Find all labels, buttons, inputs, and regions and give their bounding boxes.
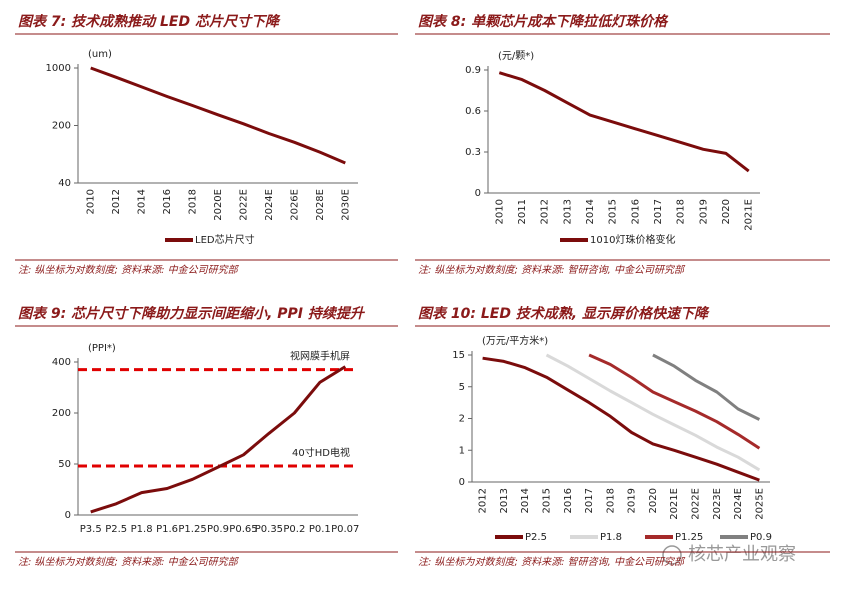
x-tick-label: 2016 [630,199,641,224]
x-tick-label: 2010 [86,189,97,214]
y-tick-label: 0 [459,477,465,488]
reference-label: 视网膜手机屏 [290,350,350,363]
x-tick-label: P0.9 [207,524,229,535]
x-tick-label: 2012 [540,199,551,224]
x-tick-label: 2023E [712,488,723,520]
chart-title: 图表 9: 芯片尺寸下降助力显示间距缩小, PPI 持续提升 [18,305,366,322]
x-tick-label: 2020E [213,189,224,221]
legend-label: P2.5 [525,532,547,543]
x-tick-label: 2012 [111,189,122,214]
series-line [588,353,761,450]
y-tick-label: 0.6 [465,106,481,117]
x-tick-label: 2013 [499,488,510,513]
x-tick-label: 2015 [542,488,553,513]
x-tick-label: 2017 [584,488,595,513]
x-tick-label: 2016 [162,189,173,214]
source-note: 注: 纵坐标为对数刻度; 资料来源: 中金公司研究部 [18,556,240,568]
x-tick-label: 2019 [627,488,638,513]
y-tick-label: 5 [459,382,465,393]
x-tick-label: 2018 [676,199,687,224]
chart-title: 图表 8: 单颗芯片成本下降拉低灯珠价格 [418,13,669,30]
x-tick-label: P0.2 [283,524,305,535]
x-tick-label: 2016 [563,488,574,513]
x-tick-label: 2015 [608,199,619,224]
x-tick-label: 2030E [340,189,351,221]
legend-label: P1.25 [675,532,703,543]
legend-label: 1010灯珠价格变化 [590,233,675,246]
watermark-icon [662,545,682,565]
x-tick-label: 2010 [494,199,505,224]
x-tick-label: 2020 [648,488,659,513]
x-tick-label: 2018 [605,488,616,513]
unit-label: (PPI*) [88,343,116,354]
series-line [498,71,750,173]
x-tick-label: 2012 [478,488,489,513]
series-line [90,66,346,165]
x-tick-label: 2019 [698,199,709,224]
x-tick-label: 2014 [585,199,596,224]
chart-title: 图表 10: LED 技术成熟, 显示屏价格快速下降 [418,305,710,322]
x-tick-label: 2017 [653,199,664,224]
x-tick-label: P1.8 [131,524,153,535]
watermark: 核芯产业观察 [688,544,796,565]
series-line [652,353,761,421]
x-tick-label: P2.5 [105,524,127,535]
x-tick-label: P1.25 [178,524,206,535]
x-tick-label: 2022E [691,488,702,520]
x-tick-label: 2026E [289,189,300,221]
source-note: 注: 纵坐标为对数刻度; 资料来源: 智研咨询, 中金公司研究部 [418,556,686,568]
unit-label: (万元/平方米*) [482,334,548,347]
x-tick-label: 2025E [754,488,765,520]
x-tick-label: P3.5 [80,524,102,535]
source-note: 注: 纵坐标为对数刻度; 资料来源: 中金公司研究部 [18,264,240,276]
x-tick-label: P1.6 [156,524,178,535]
y-tick-label: 0 [65,510,71,521]
source-note: 注: 纵坐标为对数刻度; 资料来源: 智研咨询, 中金公司研究部 [418,264,686,276]
y-tick-label: 40 [58,178,71,189]
x-tick-label: 2018 [188,189,199,214]
x-tick-label: 2011 [517,199,528,224]
y-tick-label: 50 [58,459,71,470]
x-tick-label: P0.07 [331,524,359,535]
legend-label: P0.9 [750,532,772,543]
y-tick-label: 1 [459,445,465,456]
series-line [90,365,347,514]
chart-title: 图表 7: 技术成熟推动 LED 芯片尺寸下降 [18,13,281,30]
y-tick-label: 2 [459,414,465,425]
x-tick-label: 2014 [520,488,531,513]
legend-label: LED芯片尺寸 [195,233,255,246]
y-tick-label: 0.9 [465,65,481,76]
unit-label: (元/颗*) [498,50,534,62]
x-tick-label: 2020 [721,199,732,224]
y-tick-label: 200 [52,408,71,419]
x-tick-label: 2024E [264,189,275,221]
x-tick-label: 2021E [669,488,680,520]
x-tick-label: P0.65 [229,524,257,535]
x-tick-label: 2013 [562,199,573,224]
y-tick-label: 400 [52,357,71,368]
y-tick-label: 200 [52,121,71,132]
y-tick-label: 15 [452,350,465,361]
series-line [482,356,760,482]
x-tick-label: P0.1 [309,524,331,535]
x-tick-label: P0.35 [255,524,283,535]
x-tick-label: 2024E [733,488,744,520]
reference-label: 40寸HD电视 [292,446,350,459]
x-tick-label: 2014 [137,189,148,214]
x-tick-label: 2022E [238,189,249,221]
legend-label: P1.8 [600,532,622,543]
y-tick-label: 1000 [46,63,71,74]
y-tick-label: 0.3 [465,147,481,158]
y-tick-label: 0 [475,188,481,199]
x-tick-label: 2028E [315,189,326,221]
x-tick-label: 2021E [744,199,755,231]
unit-label: (um) [88,49,112,60]
series-line [545,353,761,472]
